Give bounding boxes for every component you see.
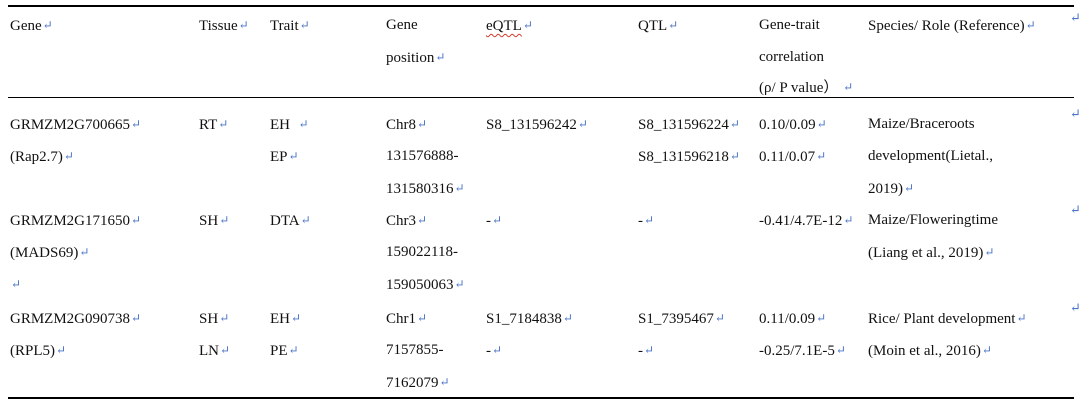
species-role: Maize/Floweringtime (Liang et al., 2019)… — [868, 204, 1058, 268]
eqtl: S1_7184838↵ -↵ — [486, 302, 573, 366]
header-qtl: QTL↵ — [638, 10, 678, 42]
header-tissue: Tissue↵ — [199, 10, 249, 42]
trait: EH ↵ EP↵ — [270, 108, 309, 172]
end-of-row-mark: ↵ — [1070, 300, 1081, 316]
gene-id: GRMZM2G700665↵ (Rap2.7)↵ — [10, 108, 141, 172]
eqtl: S8_131596242↵ — [486, 108, 588, 141]
species-role: Rice/ Plant development↵ (Moin et al., 2… — [868, 302, 1027, 366]
header-gene: Gene↵ — [10, 10, 53, 42]
correlation: -0.41/4.7E-12↵ — [759, 204, 853, 237]
tissue: SH↵ — [199, 204, 229, 237]
trait: DTA↵ — [270, 204, 311, 237]
eqtl: -↵ — [486, 204, 502, 237]
header-rule — [8, 97, 1074, 98]
header-eqtl: eQTL↵ — [486, 10, 533, 42]
gene-position: Chr8↵ 131576888- 131580316↵ — [386, 108, 465, 204]
top-rule — [8, 5, 1074, 7]
correlation: 0.11/0.09↵ -0.25/7.1E-5↵ — [759, 302, 846, 366]
gene-position: Chr1↵ 7157855- 7162079↵ — [386, 302, 450, 398]
end-of-row-mark: ↵ — [1070, 106, 1081, 122]
tissue: RT↵ — [199, 108, 228, 141]
tissue: SH↵ LN↵ — [199, 302, 230, 366]
header-trait: Trait↵ — [270, 10, 310, 42]
qtl: S1_7395467↵ -↵ — [638, 302, 725, 366]
gene-id: GRMZM2G090738↵ (RPL5)↵ — [10, 302, 141, 366]
species-role: Maize/Braceroots development(Lietal., 20… — [868, 108, 1058, 204]
end-of-row-mark: ↵ — [1070, 202, 1081, 218]
qtl: -↵ — [638, 204, 654, 237]
bottom-rule — [8, 397, 1074, 399]
header-species: Species/ Role (Reference)↵ — [868, 10, 1036, 42]
correlation: 0.10/0.09↵ 0.11/0.07↵ — [759, 108, 827, 172]
header-gene-position: Gene position↵ — [386, 10, 445, 74]
header-correlation: Gene-trait correlation (ρ/ P value） ↵ — [759, 10, 853, 106]
end-of-row-mark: ↵ — [1070, 10, 1081, 26]
trait: EH↵ PE↵ — [270, 302, 301, 366]
gene-id: GRMZM2G171650↵ (MADS69)↵ ↵ — [10, 204, 141, 300]
qtl: S8_131596224↵ S8_131596218↵ — [638, 108, 740, 172]
gene-position: Chr3↵ 159022118- 159050063↵ — [386, 204, 465, 300]
